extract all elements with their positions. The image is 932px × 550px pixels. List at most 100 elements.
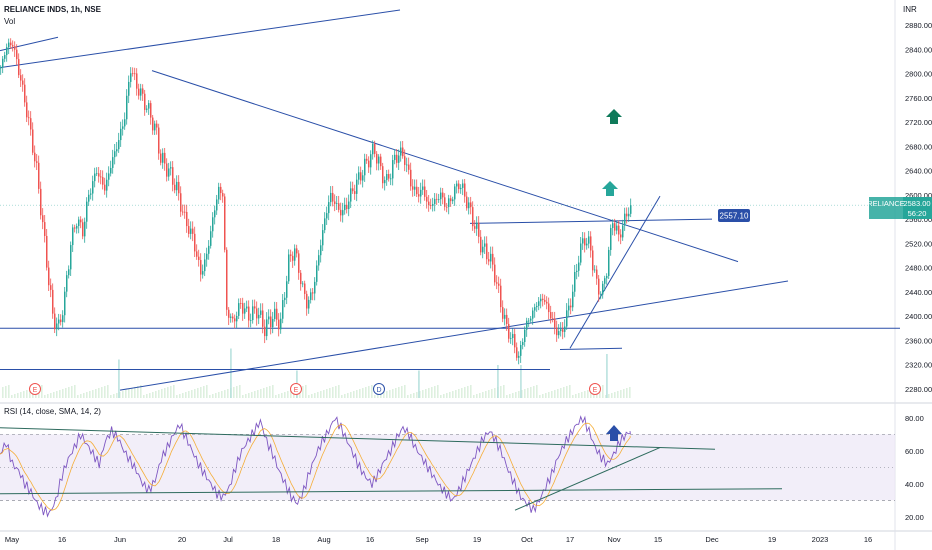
dividend-flag[interactable]: D (373, 383, 385, 395)
volume-bar (149, 393, 151, 398)
volume-bar (536, 385, 538, 398)
candle-body (250, 320, 252, 321)
candle-body (2, 58, 4, 68)
candle-body (320, 245, 322, 256)
candle-body (16, 49, 18, 60)
candle-body (620, 234, 622, 238)
candle-body (38, 162, 40, 189)
volume-bar (380, 393, 382, 398)
candle-body (198, 256, 200, 260)
candle-body (570, 305, 572, 308)
price-tick-label: 2600.00 (905, 191, 932, 200)
volume-bar (173, 385, 175, 398)
volume-bar (23, 391, 25, 398)
rsi-tick-label: 80.00 (905, 414, 924, 423)
earnings-flag[interactable]: E (290, 383, 302, 395)
candle-body (324, 218, 326, 231)
volume-bar (347, 393, 349, 398)
volume-bar (122, 391, 124, 398)
volume-bar (236, 386, 238, 398)
volume-bar (260, 389, 262, 398)
price-tick-label: 2360.00 (905, 336, 932, 345)
candle-body (480, 236, 482, 253)
volume-bar (89, 391, 91, 398)
candle-body (52, 289, 54, 314)
candle-body (148, 103, 150, 109)
volume-bar (239, 385, 241, 398)
candle-body (610, 227, 612, 250)
candle-body (370, 154, 372, 168)
price-trendlines (0, 9, 900, 391)
candle-body (124, 119, 126, 127)
candle-body (304, 283, 306, 294)
candle-body (548, 303, 550, 313)
volume-bar (266, 387, 268, 398)
volume-bar (275, 395, 277, 398)
candle-body (12, 45, 14, 47)
price-tick-label: 2320.00 (905, 361, 932, 370)
volume-bar (575, 394, 577, 398)
volume-bar (44, 395, 46, 398)
candle-body (100, 176, 102, 178)
volume-bar (302, 386, 304, 398)
volume-bar (467, 386, 469, 398)
volume-bar (80, 394, 82, 398)
candle-body (208, 245, 210, 254)
candle-body (70, 245, 72, 270)
candle-body (186, 211, 188, 227)
candle-body (372, 143, 374, 155)
candle-body (442, 192, 444, 198)
candle-body (506, 314, 508, 324)
price-line-marker[interactable]: 2557.10 (718, 209, 750, 222)
svg-text:E: E (593, 387, 598, 394)
candle-body (478, 222, 480, 237)
volume-bar (515, 392, 517, 398)
volume-bar (560, 388, 562, 398)
price-tick-label: 2640.00 (905, 167, 932, 176)
candle-body (552, 318, 554, 320)
volume-bar (206, 385, 208, 398)
volume-bar (569, 385, 571, 398)
candle-body (26, 102, 28, 118)
candle-body (578, 262, 580, 271)
candle-body (336, 203, 338, 205)
candle-body (590, 236, 592, 251)
candle-body (116, 149, 118, 152)
trendline (0, 36, 59, 52)
earnings-flag[interactable]: E (589, 383, 601, 395)
candle-body (606, 275, 608, 279)
volume-bar (170, 386, 172, 398)
volume-bar (374, 395, 376, 398)
time-tick-label: Dec (705, 535, 719, 544)
volume-bar (418, 370, 420, 398)
candle-body (344, 204, 346, 211)
candle-body (138, 88, 140, 96)
candle-body (264, 326, 266, 337)
price-line-value: 2557.10 (720, 212, 749, 221)
candle-body (450, 198, 452, 202)
price-tick-label: 2760.00 (905, 94, 932, 103)
candle-body (84, 221, 86, 237)
earnings-flag[interactable]: E (29, 383, 41, 395)
volume-bar (398, 387, 400, 398)
candle-body (168, 168, 170, 177)
candle-body (496, 282, 498, 284)
candle-body (422, 186, 424, 190)
candle-body (46, 235, 48, 268)
candle-body (618, 225, 620, 235)
time-tick-label: 16 (58, 535, 66, 544)
candle-body (576, 270, 578, 272)
candle-body (130, 73, 132, 82)
candle-body (180, 193, 182, 212)
candle-body (134, 73, 136, 75)
candle-body (106, 179, 108, 191)
volume-bar (272, 385, 274, 398)
candle-body (108, 173, 110, 180)
candle-body (400, 147, 402, 156)
volume-bar (353, 391, 355, 398)
volume-bar (533, 386, 535, 398)
candle-body (362, 175, 364, 181)
candle-body (334, 201, 336, 204)
volume-bar (602, 385, 604, 398)
